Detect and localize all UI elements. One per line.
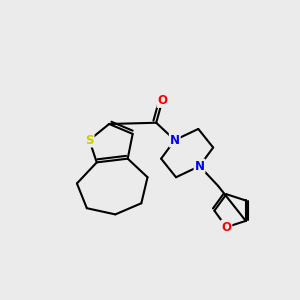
Text: N: N xyxy=(170,134,180,147)
Text: O: O xyxy=(158,94,167,107)
Text: S: S xyxy=(85,134,94,147)
Text: N: N xyxy=(194,160,205,172)
Text: O: O xyxy=(221,221,231,234)
